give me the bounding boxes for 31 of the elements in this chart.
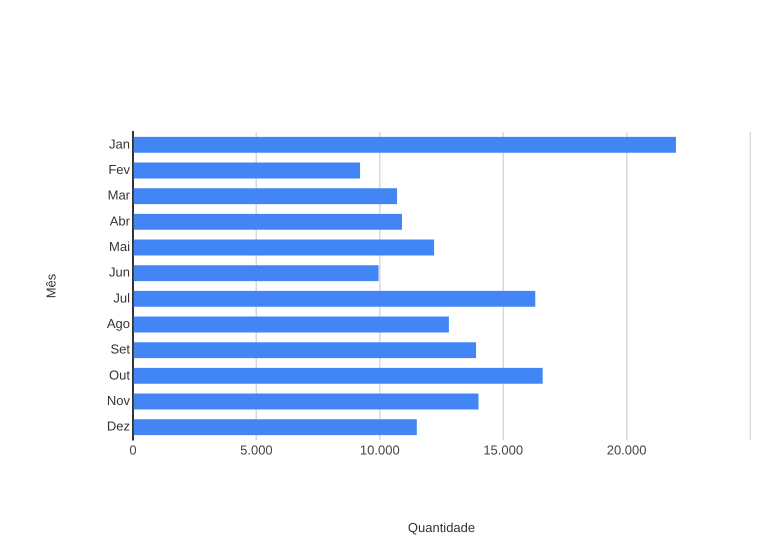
- bar: [134, 136, 676, 153]
- bar: [134, 394, 479, 410]
- y-tick-label: Dez: [106, 418, 130, 434]
- bar: [134, 342, 476, 358]
- bar: [134, 214, 402, 230]
- x-axis-title: Quantidade: [408, 520, 476, 535]
- y-tick-label: Out: [109, 367, 130, 382]
- y-axis-title: Mês: [43, 273, 58, 298]
- x-tick-label: 0: [129, 442, 137, 458]
- y-tick-label: Fev: [108, 162, 130, 178]
- bar: [134, 316, 449, 332]
- x-tick-label: 15.000: [483, 442, 524, 458]
- y-tick-label: Set: [110, 342, 130, 357]
- y-tick-label: Nov: [106, 393, 130, 408]
- y-tick-label: Jul: [113, 290, 130, 306]
- bar: [134, 368, 543, 384]
- bar: [134, 162, 360, 178]
- y-tick-label: Abr: [110, 213, 131, 228]
- x-tick-label: 5.000: [240, 442, 273, 458]
- bar: [134, 240, 434, 256]
- x-tick-label: 10.000: [360, 442, 400, 458]
- bar: [134, 290, 536, 307]
- y-tick-label: Ago: [106, 316, 130, 332]
- bar: [134, 419, 417, 436]
- y-tick-label: Mai: [109, 239, 130, 254]
- y-tick-label: Jun: [109, 264, 130, 280]
- bar: [134, 188, 398, 204]
- x-tick-label: 20.000: [606, 442, 646, 458]
- bar: [134, 265, 379, 282]
- y-tick-label: Mar: [108, 188, 131, 203]
- y-tick-label: Jan: [109, 136, 130, 152]
